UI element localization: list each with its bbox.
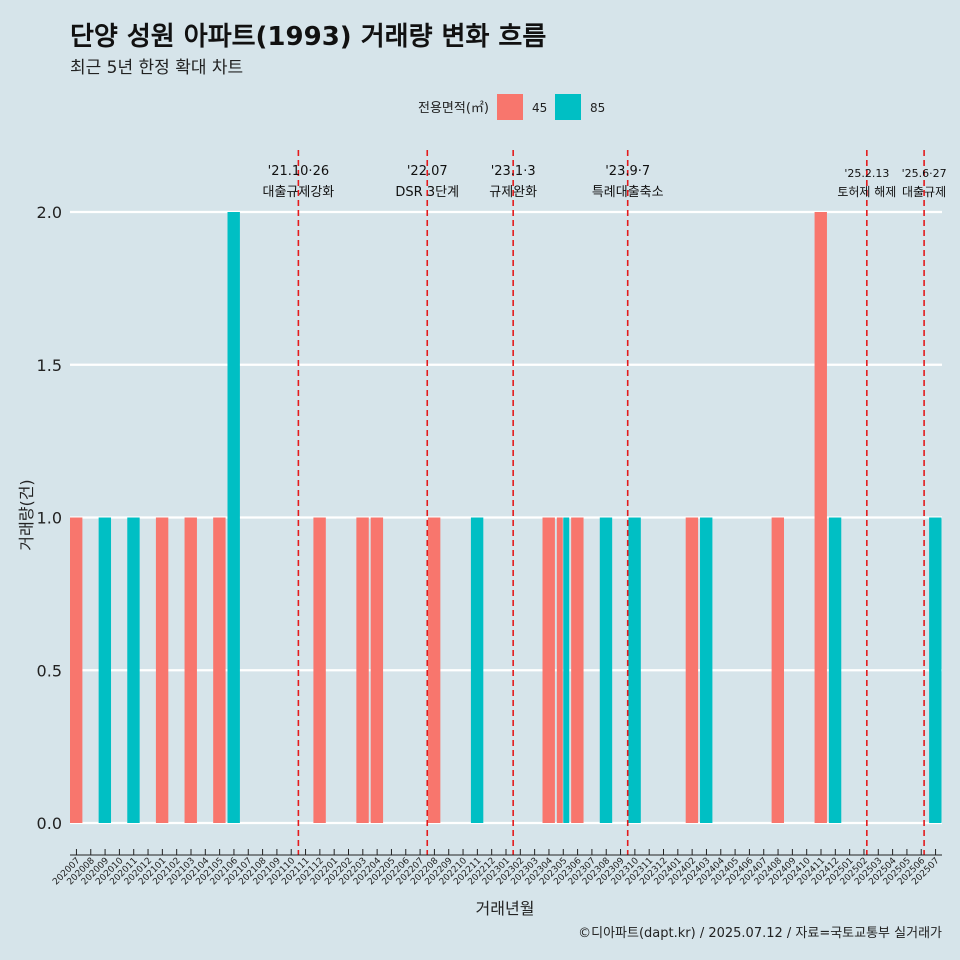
x-axis-label: 거래년월 xyxy=(476,899,535,918)
bar-202011-85 xyxy=(127,517,140,823)
event-date-1: '22.07 xyxy=(407,164,448,179)
x-axis: 2020072020082020092020102020112020122021… xyxy=(51,849,942,887)
bar-202007-45 xyxy=(70,517,83,823)
bar-202101-45 xyxy=(155,517,169,823)
bar-202412-85 xyxy=(828,517,842,823)
bar-202211-85 xyxy=(470,517,484,823)
event-label-5: 대출규제 xyxy=(902,185,946,199)
bar-202305-85 xyxy=(563,517,570,823)
bar-202306-45 xyxy=(571,517,584,823)
event-date-2: '23.1·3 xyxy=(491,164,536,179)
y-tick-label: 1.5 xyxy=(37,356,62,375)
chart-subtitle: 최근 5년 한정 확대 차트 xyxy=(70,58,244,78)
y-tick-label: 0.0 xyxy=(37,814,62,833)
event-label-2: 규제완화 xyxy=(489,185,537,200)
bar-202106-85 xyxy=(227,212,240,823)
bar-202305-45 xyxy=(556,517,563,823)
legend: 전용면적(㎡) 45 85 xyxy=(418,94,605,120)
legend-swatch-45 xyxy=(497,94,523,120)
bar-202411-45 xyxy=(814,212,827,823)
event-date-3: '23.9·7 xyxy=(605,164,650,179)
legend-swatch-85 xyxy=(555,94,581,120)
event-date-5: '25.6·27 xyxy=(902,167,947,180)
event-label-3: 특례대출축소 xyxy=(592,185,664,200)
legend-title: 전용면적(㎡) xyxy=(418,101,489,116)
event-date-0: '21.10·26 xyxy=(268,164,329,179)
event-label-4: 토허제 해제 xyxy=(837,185,896,199)
bar-202103-45 xyxy=(184,517,197,823)
bar-202208-45 xyxy=(427,517,441,823)
legend-label-45: 45 xyxy=(532,101,547,115)
bar-202308-85 xyxy=(599,517,613,823)
bar-202310-85 xyxy=(628,517,641,823)
event-annotations: '21.10·26 대출규제강화 '22.07 DSR 3단계 '23.1·3 규제완화 '… xyxy=(262,150,947,855)
bar-202203-45 xyxy=(356,517,369,823)
legend-label-85: 85 xyxy=(590,101,605,115)
chart-title: 단양 성원 아파트(1993) 거래량 변화 흐름 xyxy=(70,22,547,52)
bars xyxy=(70,212,942,823)
bar-202507-85 xyxy=(929,517,942,823)
y-tick-label: 1.0 xyxy=(37,509,62,528)
grid-lines xyxy=(70,210,942,825)
y-tick-label: 2.0 xyxy=(37,203,62,222)
event-label-0: 대출규제강화 xyxy=(262,185,334,200)
bar-202403-85 xyxy=(700,517,713,823)
y-tick-label: 0.5 xyxy=(37,661,62,680)
bar-202304-45 xyxy=(542,517,555,823)
bar-202105-45 xyxy=(213,517,226,823)
event-label-1: DSR 3단계 xyxy=(395,185,459,200)
bar-202112-45 xyxy=(313,517,326,823)
event-date-4: '25.2.13 xyxy=(844,167,889,180)
y-axis: 0.0 0.5 1.0 1.5 2.0 xyxy=(37,203,62,833)
y-axis-label: 거래량(건) xyxy=(17,479,36,550)
bar-202402-45 xyxy=(685,517,699,823)
bar-202009-85 xyxy=(98,517,112,823)
bar-202408-45 xyxy=(771,517,784,823)
bar-202204-45 xyxy=(370,517,384,823)
source-caption: ©디아파트(dapt.kr) / 2025.07.12 / 자료=국토교통부 실… xyxy=(578,926,942,941)
